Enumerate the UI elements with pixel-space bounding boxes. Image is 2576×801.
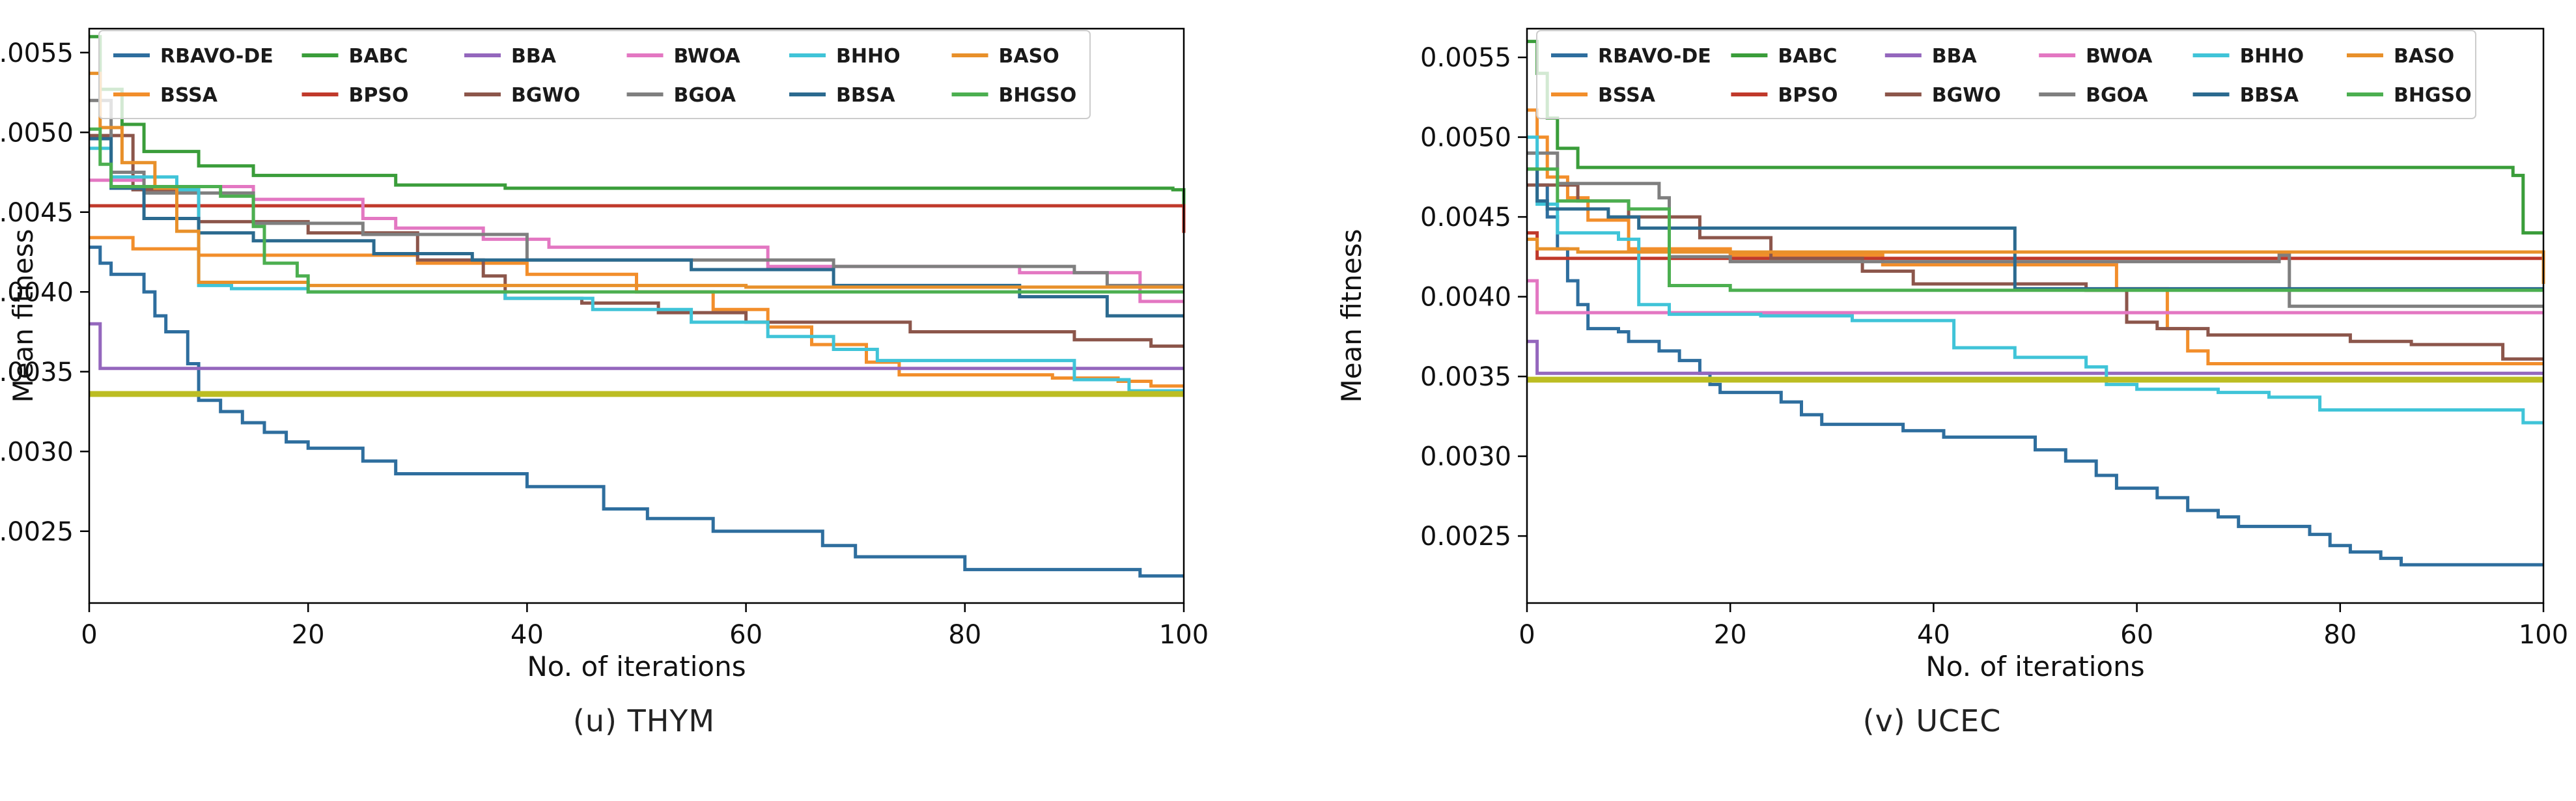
thym-xtick-label: 20 xyxy=(292,620,325,650)
ucec-xtick-label: 60 xyxy=(2120,620,2153,650)
thym-legend-label-rbavo-de: RBAVO-DE xyxy=(160,45,273,68)
ucec-legend-label-bpso: BPSO xyxy=(1778,84,1838,107)
ucec-legend-label-bbsa: BBSA xyxy=(2240,84,2299,107)
thym-series-rbavo-de xyxy=(89,246,1184,578)
thym-series-bba xyxy=(89,322,1184,371)
thym-y-axis-label: Mean fitness xyxy=(7,229,39,403)
ucec-ytick-label: 0.0045 xyxy=(1420,203,1511,232)
ucec-legend-label-bhho: BHHO xyxy=(2240,45,2304,68)
ucec-xtick-label: 80 xyxy=(2323,620,2357,650)
thym-legend-label-bwoa: BWOA xyxy=(674,45,741,68)
ucec-y-axis-label: Mean fitness xyxy=(1336,229,1367,403)
thym-plot-frame xyxy=(88,27,1185,604)
thym-ytick-label: 0.0045 xyxy=(0,198,74,228)
thym-ytick-label: 0.0055 xyxy=(0,38,74,68)
thym-legend-label-bgwo: BGWO xyxy=(511,84,580,107)
ucec-series-bssa xyxy=(1527,108,2543,365)
thym-legend-label-bpso: BPSO xyxy=(349,84,409,107)
thym-legend-label-babc: BABC xyxy=(349,45,408,68)
thym-ytick-label: 0.0030 xyxy=(0,437,74,467)
ucec-series-bbsa xyxy=(1527,167,2543,290)
ucec-series-bgoa xyxy=(1527,151,2543,308)
thym-legend-label-bba: BBA xyxy=(511,45,557,68)
thym-ytick-label: 0.0050 xyxy=(0,118,74,148)
thym-legend-label-bhgso: BHGSO xyxy=(999,84,1077,107)
thym-series-bhho xyxy=(89,147,1184,393)
thym-ytick-label: 0.0040 xyxy=(0,277,74,307)
ucec-legend-label-bssa: BSSA xyxy=(1598,84,1656,107)
thym-x-axis-label: No. of iterations xyxy=(527,651,746,682)
ucec-legend-label-bwoa: BWOA xyxy=(2086,45,2153,68)
ucec-series-bhgso xyxy=(1527,167,2543,292)
ucec-legend-label-baso: BASO xyxy=(2394,45,2454,68)
thym-legend-label-bgoa: BGOA xyxy=(674,84,736,107)
ucec-ytick-label: 0.0055 xyxy=(1420,43,1511,73)
ucec-plot-frame xyxy=(1526,27,2545,604)
ucec-x-axis-label: No. of iterations xyxy=(1925,651,2144,682)
chart-panel-ucec: 0.0025 0.0030 0.0035 0.0040 0.0045 0.0050 0.00… xyxy=(1288,0,2576,801)
caption-thym: (u) THYM xyxy=(572,703,716,738)
ucec-legend-label-rbavo-de: RBAVO-DE xyxy=(1598,45,1711,68)
thym-xtick-label: 60 xyxy=(729,620,763,650)
ucec-legend-label-bba: BBA xyxy=(1932,45,1978,68)
ucec-ytick-label: 0.0025 xyxy=(1420,522,1511,552)
ucec-legend-label-bgwo: BGWO xyxy=(1932,84,2001,107)
ucec-ytick-label: 0.0040 xyxy=(1420,283,1511,313)
ucec-series-bwoa xyxy=(1527,279,2543,315)
thym-series-bhgso xyxy=(89,127,1184,294)
ucec-legend-box xyxy=(1536,30,2476,119)
ucec-series-rbavo-de xyxy=(1527,151,2543,567)
thym-legend-label-bssa: BSSA xyxy=(160,84,218,107)
thym-series-bgoa xyxy=(89,98,1184,287)
thym-ytick-label: 0.0025 xyxy=(0,517,74,547)
ucec-ytick-label: 0.0035 xyxy=(1420,362,1511,392)
ucec-legend-label-babc: BABC xyxy=(1778,45,1837,68)
ucec-xtick-label: 0 xyxy=(1519,620,1535,650)
ucec-chart: 0.0025 0.0030 0.0035 0.0040 0.0045 0.0050 0.00… xyxy=(1336,27,2568,682)
ucec-ytick-label: 0.0050 xyxy=(1420,123,1511,153)
ucec-series-bba xyxy=(1527,339,2543,375)
thym-legend-box xyxy=(98,30,1091,119)
thym-legend-label-bhho: BHHO xyxy=(836,45,901,68)
ucec-xtick-label: 20 xyxy=(1714,620,1747,650)
ucec-series-bgwo xyxy=(1527,183,2543,361)
chart-panel-thym: 0.0025 0.0030 0.0035 0.0040 0.0045 0.0050 0.00… xyxy=(0,27,1209,738)
thym-xtick-label: 80 xyxy=(948,620,981,650)
thym-series-baso xyxy=(89,72,1184,289)
ucec-series-bhho xyxy=(1527,135,2543,425)
thym-chart: 0.0025 0.0030 0.0035 0.0040 0.0045 0.0050 0.00… xyxy=(0,27,1209,682)
ucec-series-bpso xyxy=(1527,231,2543,260)
thym-legend-label-bbsa: BBSA xyxy=(836,84,895,107)
thym-xtick-label: 100 xyxy=(1159,620,1209,650)
ucec-legend-label-bgoa: BGOA xyxy=(2086,84,2148,107)
ucec-xtick-label: 100 xyxy=(2519,620,2568,650)
thym-legend-label-baso: BASO xyxy=(999,45,1059,68)
ucec-xtick-label: 40 xyxy=(1917,620,1950,650)
caption-ucec: (v) UCEC xyxy=(1862,703,2002,738)
ucec-ytick-label: 0.0030 xyxy=(1420,442,1511,472)
ucec-legend-label-bhgso: BHGSO xyxy=(2394,84,2472,107)
thym-xtick-label: 0 xyxy=(81,620,97,650)
thym-ytick-label: 0.0035 xyxy=(0,358,74,387)
thym-xtick-label: 40 xyxy=(511,620,544,650)
